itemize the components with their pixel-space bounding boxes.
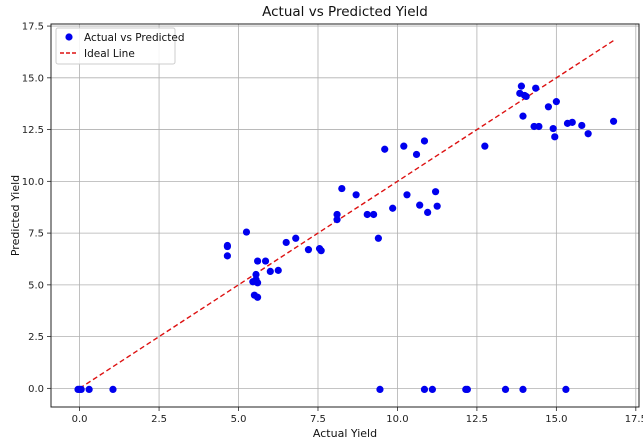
scatter-point xyxy=(584,130,592,138)
axis-ticks: 0.0 2.5 5.0 7.5 10.0 12.5 15.0 17.5 0.0 2.5 5.0 7.5… xyxy=(22,22,643,425)
scatter-point xyxy=(544,103,553,111)
scatter-point xyxy=(552,98,560,106)
scatter-point xyxy=(403,191,411,199)
legend-marker-scatter xyxy=(65,33,73,41)
x-tick-label: 5.0 xyxy=(231,414,247,425)
scatter-point xyxy=(501,385,510,394)
y-tick-label: 2.5 xyxy=(28,332,44,343)
scatter-point xyxy=(223,252,231,260)
scatter-point xyxy=(253,279,262,287)
scatter-point xyxy=(370,210,378,219)
x-axis-title: Actual Yield xyxy=(313,427,377,440)
y-tick-label: 17.5 xyxy=(22,22,44,33)
scatter-point xyxy=(261,257,270,265)
scatter-point xyxy=(77,385,85,394)
scatter-point xyxy=(609,117,618,125)
scatter-point xyxy=(333,210,341,219)
legend: Actual vs Predicted Ideal Line xyxy=(55,27,185,65)
scatter-point xyxy=(333,216,341,224)
scatter-point xyxy=(578,121,586,130)
scatter-point xyxy=(535,122,543,131)
scatter-point xyxy=(562,385,570,394)
scatter-point xyxy=(420,385,429,394)
scatter-point xyxy=(416,201,424,209)
scatter-point xyxy=(266,267,274,275)
x-tick-label: 2.5 xyxy=(151,414,167,425)
y-tick-label: 15.0 xyxy=(22,73,44,84)
scatter-point xyxy=(253,257,262,265)
scatter-point xyxy=(109,385,117,394)
scatter-point xyxy=(338,184,346,193)
scatter-point xyxy=(551,133,559,141)
y-tick-label: 7.5 xyxy=(28,229,44,240)
legend-label-actual-vs-predicted: Actual vs Predicted xyxy=(84,32,185,44)
x-tick-label: 15.0 xyxy=(545,414,567,425)
legend-label-ideal-line: Ideal Line xyxy=(84,48,135,60)
scatter-point xyxy=(549,124,557,133)
grid-lines xyxy=(51,24,639,407)
y-tick-label: 5.0 xyxy=(28,280,44,291)
y-tick-label: 12.5 xyxy=(22,125,44,136)
scatter-point xyxy=(400,142,408,150)
scatter-point xyxy=(433,202,441,210)
y-tick-label: 10.0 xyxy=(22,177,44,188)
x-tick-label: 0.0 xyxy=(72,414,88,425)
legend-box xyxy=(55,27,176,65)
scatter-point xyxy=(519,112,527,120)
scatter-point xyxy=(481,142,489,150)
scatter-point xyxy=(274,266,282,274)
scatter-point xyxy=(253,293,262,301)
chart-title: Actual vs Predicted Yield xyxy=(262,4,428,20)
scatter-point xyxy=(463,385,471,394)
y-tick-label: 0.0 xyxy=(28,384,44,395)
x-tick-label: 17.5 xyxy=(625,414,643,425)
scatter-point xyxy=(389,204,397,212)
plot-frame xyxy=(50,23,640,408)
scatter-point xyxy=(532,84,540,92)
scatter-point xyxy=(242,228,251,236)
scatter-point xyxy=(292,234,300,242)
data-points xyxy=(74,82,618,394)
x-tick-label: 12.5 xyxy=(466,414,488,425)
scatter-point xyxy=(522,92,530,101)
scatter-point xyxy=(317,247,325,255)
scatter-point xyxy=(363,210,371,219)
scatter-point xyxy=(282,238,290,247)
scatter-point xyxy=(252,270,260,279)
y-axis-title: Predicted Yield xyxy=(9,175,22,256)
scatter-point xyxy=(381,145,389,153)
scatter-point xyxy=(517,82,526,90)
scatter-point xyxy=(374,234,382,242)
scatter-point xyxy=(519,385,527,394)
scatter-point xyxy=(428,385,437,394)
scatter-point xyxy=(420,137,429,145)
scatter-point xyxy=(424,208,432,216)
scatter-point xyxy=(376,385,384,394)
scatter-point xyxy=(352,191,360,199)
scatter-point xyxy=(223,241,231,250)
x-tick-label: 7.5 xyxy=(310,414,326,425)
scatter-point xyxy=(431,188,440,196)
x-tick-label: 10.0 xyxy=(386,414,408,425)
scatter-point xyxy=(304,246,313,254)
scatter-point xyxy=(85,385,93,394)
scatter-point xyxy=(412,150,421,159)
scatter-point xyxy=(568,118,576,126)
